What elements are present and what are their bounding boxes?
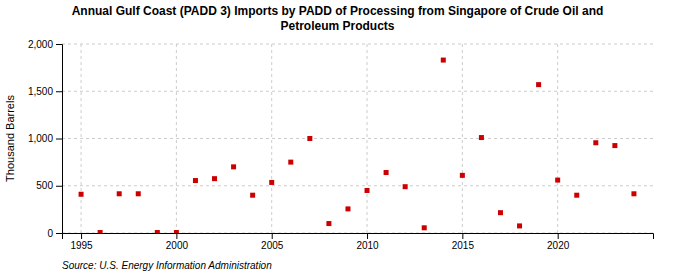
x-tick-label: 2010 [356,240,379,251]
x-axis-line [63,234,654,240]
x-tick: 2005 [261,233,284,251]
point [174,230,179,233]
y-tick: 0 [47,228,62,239]
point [441,58,446,63]
point [460,173,465,178]
point [498,210,503,215]
y-tick: 1,000 [28,133,62,144]
point [117,191,122,196]
x-tick-mark [272,233,273,239]
x-tick-label: 2005 [261,240,284,251]
grid [62,44,653,233]
y-tick-mark [56,186,62,187]
point [250,193,255,198]
source-note: Source: U.S. Energy Information Administ… [62,260,272,271]
point [326,221,331,226]
x-tick-mark [176,233,177,239]
point [593,140,598,145]
point [79,192,84,197]
point [231,164,236,169]
x-tick-mark [462,233,463,239]
point [422,225,427,230]
point [288,160,293,165]
y-tick-mark [56,91,62,92]
x-tick: 2010 [356,233,379,251]
point [155,230,160,233]
point [307,136,312,141]
y-tick-label: 1,500 [28,86,53,97]
x-tick: 2000 [166,233,189,251]
grid-line-x [557,44,558,233]
x-tick-label: 2015 [452,240,475,251]
x-tick-mark [367,233,368,239]
y-tick-mark [56,44,62,45]
y-axis-line [56,45,63,234]
y-tick-mark [56,139,62,140]
point [365,188,370,193]
x-tick-label: 2020 [547,240,570,251]
grid-line-y [62,138,653,139]
y-axis-label: Thousand Barrels [4,95,16,182]
y-tick: 2,000 [28,39,62,50]
point [384,170,389,175]
y-axis: 0 500 1,000 1,500 2,000 [28,39,63,239]
grid-line-y [62,44,653,45]
y-tick: 500 [36,180,62,191]
point [517,223,522,228]
chart: Annual Gulf Coast (PADD 3) Imports by PA… [0,0,675,275]
title-line: Annual Gulf Coast (PADD 3) Imports by PA… [72,4,604,18]
title-line: Petroleum Products [280,19,394,33]
title: Annual Gulf Coast (PADD 3) Imports by PA… [72,4,604,33]
grid-line-y [62,91,653,92]
point [212,176,217,181]
point [536,82,541,87]
x-tick-mark [558,233,559,239]
x-tick-label: 2000 [166,240,189,251]
point [574,193,579,198]
y-tick-label: 2,000 [28,39,53,50]
y-tick: 1,500 [28,86,62,97]
y-tick-label: 0 [47,228,53,239]
y-tick-mark [56,233,62,234]
point [269,180,274,185]
point [612,143,617,148]
points [79,58,637,233]
point [136,191,141,196]
point [631,191,636,196]
x-tick: 1995 [70,233,93,251]
y-tick-label: 1,000 [28,133,53,144]
grid-line-y [62,185,653,186]
y-tick-label: 500 [36,180,53,191]
point [479,135,484,140]
grid-line-x [367,44,368,233]
point [403,184,408,189]
point [193,178,198,183]
x-tick-mark [81,233,82,239]
x-tick: 2015 [452,233,475,251]
point [555,178,560,183]
x-tick-label: 1995 [70,240,93,251]
plot: 1995 2000 2005 2010 2015 2020 0 500 1,000 1,500 2,… [28,39,654,251]
x-axis: 1995 2000 2005 2010 2015 2020 [63,233,654,251]
grid-line-x [462,44,463,233]
point [345,206,350,211]
x-tick: 2020 [547,233,570,251]
point [98,230,103,233]
